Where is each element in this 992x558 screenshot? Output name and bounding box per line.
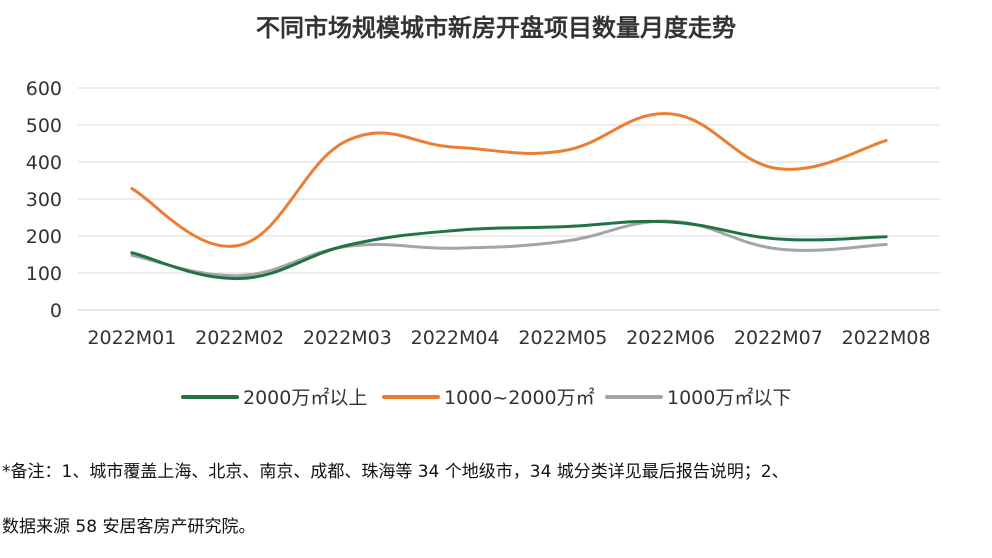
- x-tick-label: 2022M07: [734, 327, 823, 349]
- series-lines: [130, 112, 888, 281]
- x-axis-ticks: 2022M01 2022M02 2022M03 2022M04 2022M05 2022M…: [87, 327, 930, 349]
- y-tick-label: 400: [26, 152, 62, 174]
- x-tick-label: 2022M08: [842, 327, 931, 349]
- x-tick-label: 2022M03: [303, 327, 392, 349]
- x-tick-label: 2022M05: [518, 327, 607, 349]
- footnote-line-2: 数据来源 58 安居客房产研究院。: [2, 517, 256, 537]
- y-tick-label: 500: [26, 115, 62, 137]
- chart-title: 不同市场规模城市新房开盘项目数量月度走势: [256, 14, 736, 42]
- y-tick-label: 0: [50, 300, 62, 322]
- series-line-0: [130, 219, 888, 281]
- series-line-1: [130, 112, 888, 248]
- x-tick-label: 2022M02: [195, 327, 284, 349]
- y-tick-label: 100: [26, 263, 62, 285]
- y-tick-label: 300: [26, 189, 62, 211]
- y-tick-label: 600: [26, 78, 62, 100]
- footnote-line-1: *备注：1、城市覆盖上海、北京、南京、成都、珠海等 34 个地级市，34 城分类…: [2, 462, 789, 482]
- legend-label-1: 1000~2000万㎡: [444, 386, 595, 409]
- series-line-2: [130, 219, 888, 278]
- x-tick-label: 2022M06: [626, 327, 715, 349]
- y-axis-ticks: 0 100 200 300 400 500 600: [26, 78, 62, 322]
- legend: 2000万㎡以上 1000~2000万㎡ 1000万㎡以下: [181, 386, 791, 409]
- gridlines: [78, 87, 940, 311]
- legend-label-0: 2000万㎡以上: [243, 386, 367, 409]
- x-tick-label: 2022M04: [411, 327, 500, 349]
- y-tick-label: 200: [26, 226, 62, 248]
- legend-label-2: 1000万㎡以下: [667, 386, 791, 409]
- x-tick-label: 2022M01: [87, 327, 176, 349]
